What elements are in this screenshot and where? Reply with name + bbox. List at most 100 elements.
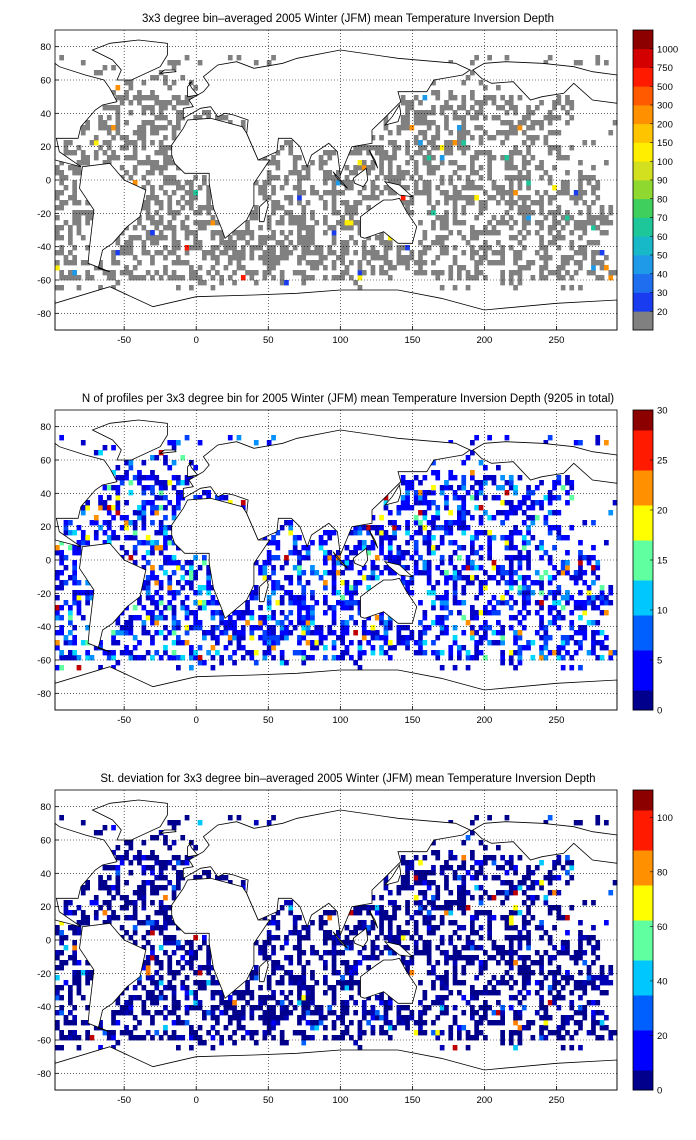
coastline (91, 419, 168, 461)
bin-cell (504, 110, 510, 116)
bin-cell (457, 925, 462, 931)
bin-cell (266, 635, 272, 641)
colorbar-label: 15 (657, 556, 668, 567)
bin-cell (508, 125, 514, 131)
bin-cell (189, 1030, 194, 1036)
bin-cell (582, 250, 588, 256)
colorbar-swatch (633, 630, 653, 636)
bin-cell (474, 945, 479, 951)
colorbar-swatch (633, 610, 653, 616)
bin-cell (400, 125, 406, 131)
bin-cell (379, 240, 384, 246)
bin-cell (418, 480, 423, 486)
colorbar-swatch (633, 575, 653, 581)
bin-cell (76, 905, 82, 911)
bin-cell (336, 220, 341, 226)
bin-cell (98, 665, 103, 671)
bin-cell (422, 945, 428, 951)
bin-cell (491, 945, 497, 951)
bin-cell (331, 610, 337, 616)
bin-cell (55, 615, 60, 621)
bin-cell (111, 105, 116, 111)
bin-cell (500, 1020, 505, 1026)
bin-cell (405, 960, 410, 966)
bin-cell (374, 235, 380, 241)
bin-cell (349, 205, 354, 211)
bin-cell (150, 235, 155, 241)
bin-cell (578, 995, 583, 1001)
bin-cell (314, 640, 320, 646)
bin-cell (271, 935, 276, 941)
bin-cell (141, 620, 147, 626)
bin-cell (240, 635, 246, 641)
bin-cell (478, 530, 484, 536)
bin-cell (418, 115, 423, 121)
bin-cell (340, 960, 345, 966)
bin-cell (266, 995, 272, 1001)
bin-cell (513, 1010, 518, 1016)
bin-cell (176, 240, 181, 246)
bin-cell (504, 55, 510, 61)
bin-cell (508, 225, 514, 231)
bin-cell (470, 915, 475, 921)
bin-cell (465, 130, 471, 136)
bin-cell (163, 985, 168, 991)
bin-cell (128, 555, 134, 561)
colorbar-label: 200 (657, 119, 673, 130)
bin-cell (171, 595, 177, 601)
bin-cell (171, 65, 177, 71)
bin-cell (478, 230, 484, 236)
bin-cell (513, 165, 518, 171)
bin-cell (171, 555, 177, 561)
bin-cell (405, 505, 410, 511)
bin-cell (422, 615, 428, 621)
bin-cell (357, 275, 363, 281)
bin-cell (344, 180, 350, 186)
bin-cell (526, 490, 531, 496)
bin-cell (604, 980, 609, 986)
bin-cell (573, 60, 579, 66)
bin-cell (167, 905, 173, 911)
bin-cell (413, 185, 419, 191)
bin-cell (163, 645, 168, 651)
bin-cell (478, 520, 484, 526)
bin-cell (258, 190, 263, 196)
bin-cell (517, 650, 523, 656)
bin-cell (344, 650, 350, 656)
bin-cell (154, 220, 160, 226)
bin-cell (180, 575, 186, 581)
bin-cell (370, 195, 376, 201)
bin-cell (578, 540, 583, 546)
bin-cell (370, 1030, 376, 1036)
bin-cell (271, 590, 276, 596)
bin-cell (240, 250, 246, 256)
bin-cell (72, 275, 77, 281)
bin-cell (379, 165, 384, 171)
bin-cell (526, 505, 531, 511)
bin-cell (560, 1025, 566, 1031)
bin-cell (305, 165, 311, 171)
bin-cell (219, 615, 224, 621)
bin-cell (439, 240, 445, 246)
bin-cell (85, 540, 90, 546)
bin-cell (543, 440, 549, 446)
bin-cell (176, 505, 181, 511)
bin-cell (301, 595, 307, 601)
y-tick-label: -80 (37, 309, 51, 320)
bin-cell (55, 640, 60, 646)
bin-cell (132, 995, 138, 1001)
bin-cell (591, 165, 596, 171)
bin-cell (323, 940, 328, 946)
bin-cell (465, 935, 471, 941)
bin-cell (565, 1015, 570, 1021)
bin-cell (240, 1025, 246, 1031)
bin-cell (336, 655, 341, 661)
bin-cell (111, 65, 116, 71)
bin-cell (457, 1025, 462, 1031)
bin-cell (266, 550, 272, 556)
bin-cell (128, 80, 134, 86)
bin-cell (55, 930, 60, 936)
bin-cell (106, 485, 112, 491)
bin-cell (452, 140, 458, 146)
bin-cell (223, 240, 229, 246)
